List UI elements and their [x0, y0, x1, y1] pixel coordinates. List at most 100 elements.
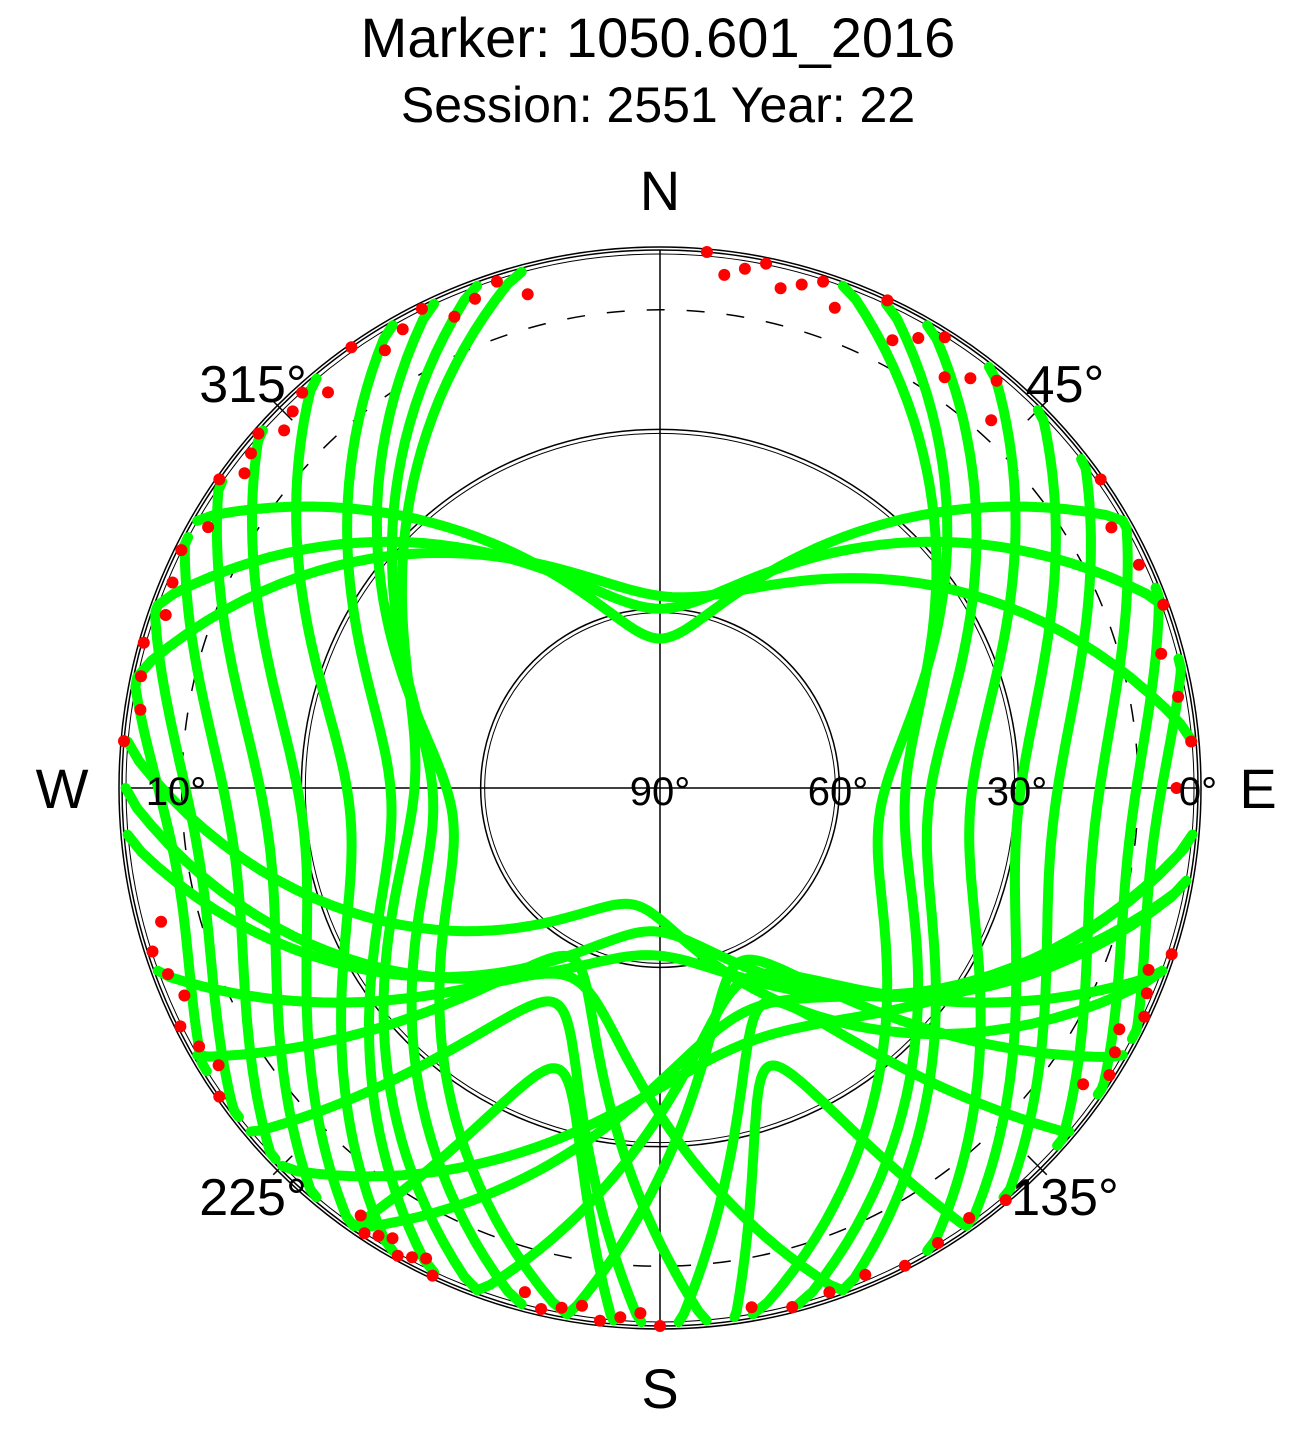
- red-point-0-5: [795, 278, 808, 291]
- red-point-1-1: [886, 334, 899, 347]
- elevation-label-30: 30°: [987, 770, 1048, 814]
- red-point-2-1: [1105, 521, 1118, 534]
- red-point-1-5: [964, 372, 977, 385]
- red-point-5-1: [634, 1307, 647, 1320]
- red-point-4-1: [963, 1212, 976, 1224]
- track-9: [130, 671, 212, 1077]
- red-point-0-3: [760, 257, 772, 270]
- red-point-2-7: [1170, 782, 1183, 794]
- south-label: S: [641, 1357, 678, 1420]
- red-point-7-4: [178, 989, 191, 1002]
- red-point-2-6: [1185, 735, 1198, 748]
- elevation-label-10: 10°: [146, 770, 207, 814]
- track-4: [291, 373, 398, 1256]
- red-point-8-0: [118, 735, 130, 748]
- red-point-5-3: [594, 1314, 606, 1327]
- azimuth-tick-315: [272, 400, 293, 421]
- azimuth-label-315: 315°: [199, 356, 307, 414]
- track-21: [132, 547, 1198, 747]
- red-point-5-6: [535, 1303, 548, 1315]
- red-point-3-6: [1103, 1069, 1116, 1082]
- track-3: [342, 320, 440, 1278]
- red-point-0-2: [738, 262, 751, 275]
- red-point-6-0: [426, 1269, 439, 1282]
- red-point-8-7: [202, 521, 215, 534]
- red-point-1-6: [990, 374, 1003, 387]
- red-point-10-7: [521, 288, 534, 301]
- satellite-tracks: [120, 266, 1198, 1328]
- red-point-1-3: [938, 331, 951, 344]
- track-34: [277, 829, 1198, 1182]
- red-point-7-0: [213, 1090, 226, 1103]
- red-point-0-7: [828, 301, 841, 314]
- red-point-0-4: [774, 282, 787, 295]
- red-point-5-0: [654, 1320, 666, 1332]
- red-point-3-1: [1142, 963, 1155, 976]
- track-17: [1092, 582, 1164, 1100]
- track-10: [793, 280, 942, 1310]
- track-6: [211, 476, 322, 1203]
- red-point-1-7: [985, 414, 998, 427]
- red-point-8-6: [175, 544, 188, 557]
- track-23: [122, 736, 1168, 1039]
- red-point-4-3: [898, 1259, 911, 1272]
- track-24: [192, 501, 1128, 644]
- red-point-2-0: [1094, 473, 1107, 486]
- track-29: [472, 965, 1168, 1296]
- red-point-4-5: [823, 1286, 836, 1299]
- red-point-6-2: [406, 1251, 418, 1264]
- red-point-0-0: [700, 246, 713, 258]
- red-point-7-6: [146, 945, 159, 958]
- red-point-10-5: [469, 292, 481, 305]
- red-point-7-2: [193, 1040, 206, 1053]
- red-point-0-6: [817, 275, 830, 288]
- red-point-1-2: [912, 332, 925, 344]
- red-point-10-0: [345, 341, 358, 354]
- elevation-label-0: 0°: [1179, 770, 1217, 814]
- west-label: W: [36, 757, 89, 820]
- track-25: [152, 965, 848, 1296]
- red-point-10-2: [396, 323, 409, 336]
- red-point-5-5: [555, 1301, 568, 1314]
- red-point-6-5: [372, 1229, 385, 1242]
- track-0: [378, 266, 527, 1296]
- red-point-9-0: [213, 473, 226, 486]
- track-8: [150, 600, 244, 1122]
- red-point-7-7: [155, 915, 168, 928]
- azimuth-label-135: 135°: [1011, 1169, 1119, 1227]
- red-point-9-5: [286, 405, 299, 418]
- track-14: [961, 405, 1061, 1231]
- track-32: [729, 1060, 972, 1323]
- red-point-8-5: [166, 576, 179, 589]
- red-point-8-3: [137, 636, 150, 649]
- north-label: N: [640, 159, 680, 222]
- elevation-label-90: 90°: [630, 770, 691, 814]
- red-point-6-7: [354, 1209, 367, 1222]
- red-point-4-0: [999, 1194, 1012, 1207]
- red-point-2-2: [1132, 558, 1145, 571]
- red-point-9-7: [322, 386, 334, 399]
- red-point-9-3: [252, 427, 265, 440]
- red-point-10-4: [448, 310, 461, 323]
- red-point-2-3: [1157, 598, 1170, 611]
- red-point-9-2: [245, 447, 257, 460]
- track-13: [922, 361, 1021, 1256]
- red-point-2-4: [1155, 647, 1168, 660]
- red-point-0-1: [718, 268, 731, 281]
- plot-labels: N S W E 45° 135° 225° 315° 0° 30° 60° 90…: [36, 159, 1277, 1420]
- red-point-6-1: [420, 1252, 433, 1265]
- red-point-10-3: [415, 302, 428, 315]
- red-point-8-1: [134, 703, 147, 716]
- red-point-9-1: [238, 467, 251, 480]
- red-point-8-4: [159, 609, 172, 621]
- red-point-7-3: [174, 1020, 187, 1033]
- track-16: [1052, 515, 1133, 1151]
- red-point-3-2: [1140, 987, 1153, 1000]
- red-point-8-2: [135, 670, 147, 683]
- red-point-5-4: [576, 1299, 588, 1312]
- elevation-label-60: 60°: [808, 770, 869, 814]
- track-30: [562, 954, 1128, 1320]
- track-18: [1126, 653, 1186, 1044]
- red-point-3-5: [1108, 1046, 1121, 1059]
- azimuth-tick-135: [1027, 1155, 1048, 1176]
